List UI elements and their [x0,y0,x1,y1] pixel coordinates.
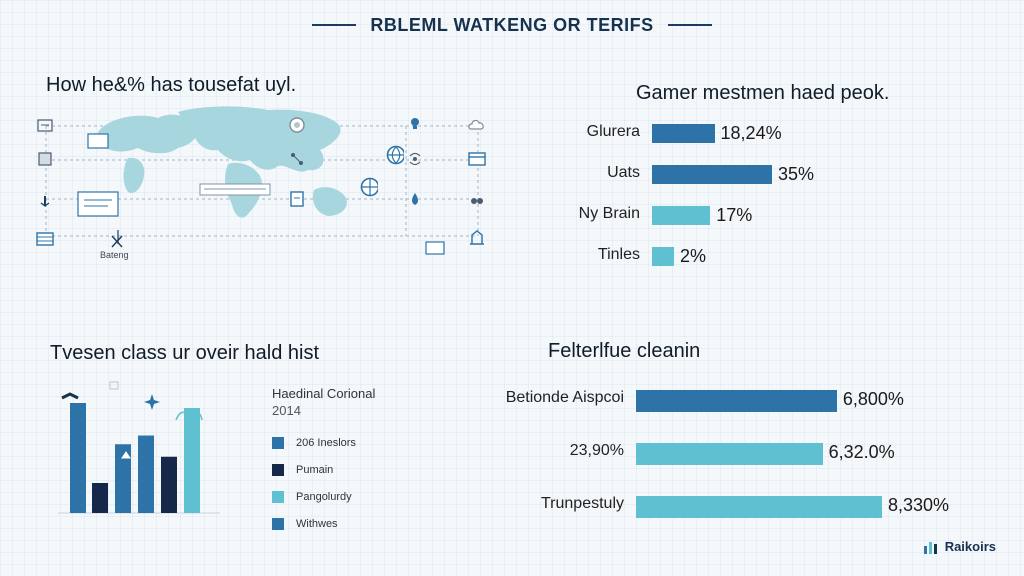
clipboard-icon [288,190,306,208]
bar [636,390,837,412]
legend-item: Pangolurdy [272,491,352,503]
legend-item: 206 Ineslors [272,437,356,449]
bottom-left-bar-chart [58,381,220,514]
sparkle-icon [144,394,160,410]
legend-label: Withwes [296,518,338,530]
bird-icon [61,392,79,400]
bar [652,165,772,184]
legend-swatch [272,464,284,476]
bar [652,206,711,225]
legend-title: Haedinal Corional [272,386,376,401]
drop-icon [406,190,424,208]
tools-icon [108,232,126,250]
small-box-icon [109,381,119,390]
legend-label: Pumain [296,464,334,476]
legend-swatch [272,437,284,449]
bar-value-label: 8,330% [888,495,950,515]
bottom-right-chart-title: Felterlfue cleanin [548,340,701,362]
legend-item: Pumain [272,464,333,476]
legend-subtitle: 2014 [272,403,301,418]
brand-name: Raikoirs [944,539,996,554]
cross-mark-icon [121,451,131,459]
top-right-chart-title: Gamer mestmen haed peok. [636,82,890,104]
brand-logo-icon [923,541,937,554]
table-icon [36,230,54,248]
vertical-bar [138,435,154,513]
bar [636,496,882,518]
vertical-bar [115,444,131,513]
continents-shape [98,106,347,218]
legend-swatch [272,518,284,530]
bar-category-label: Tinles [597,246,640,263]
bar-category-label: Uats [607,164,640,181]
map-panel-title: How he&% has tousefat uyl. [46,74,297,96]
calendar-icon [468,150,486,168]
map-caption-label: Bateng [100,250,129,260]
building-icon [468,228,486,246]
pin-icon [36,192,54,210]
bar-category-label: 23,90% [569,442,624,459]
bar-value-label: 6,32.0% [828,442,895,462]
vertical-bar [184,408,200,513]
page-title: RBLEML WATKENG OR TERIFS [370,14,654,35]
vertical-bar [161,456,177,513]
bar-value-label: 2% [680,246,707,266]
bird-outline-icon [175,411,203,421]
cloud-network-icon [468,116,486,134]
legend-item: Withwes [272,518,338,530]
bar-value-label: 17% [716,205,753,225]
location-icon [406,114,424,132]
vertical-bar [92,483,108,513]
vertical-bar [70,403,86,513]
bar-value-label: 35% [778,164,815,184]
bar-value-label: 6,800% [842,389,904,409]
bar [652,124,715,143]
globe-icon-large [386,145,404,165]
bar-category-label: Ny Brain [578,205,640,222]
bar-category-label: Betionde Aispcoi [505,389,624,406]
network-icon [288,150,306,168]
document-icon [36,150,54,168]
bar [636,443,823,465]
legend-swatch [272,491,284,503]
header-rule-right [667,24,712,26]
legend-label: 206 Ineslors [296,437,356,449]
broadcast-icon [406,150,424,168]
cloud-icon [36,116,54,134]
world-map-diagram [45,106,479,255]
bar [652,247,674,266]
bar-value-label: 18,24% [720,123,782,143]
brand-logo: Raikoirs [923,539,996,554]
bottom-left-chart-title: Tvesen class ur oveir hald hist [50,342,320,364]
page-header: RBLEML WATKENG OR TERIFS [0,10,1024,40]
bar-category-label: Glurera [586,123,640,140]
binoculars-icon [468,190,486,208]
globe-icon [360,177,378,197]
legend-label: Pangolurdy [296,491,352,503]
bar-category-label: Trunpestuly [541,495,624,512]
gear-icon [288,116,306,134]
header-rule-left [312,24,357,26]
